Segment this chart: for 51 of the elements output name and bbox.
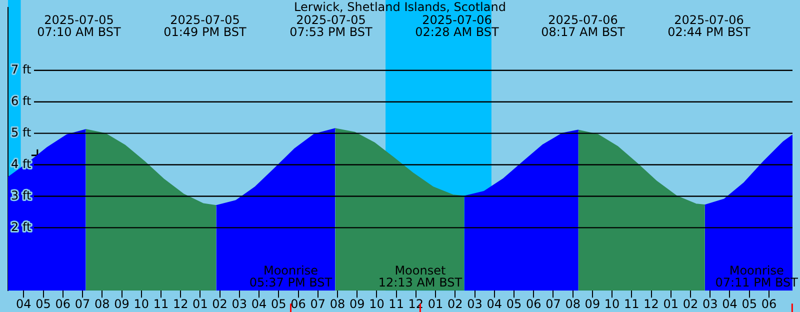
x-tick-label: 10 bbox=[604, 296, 620, 311]
x-tick-label: 01 bbox=[663, 296, 679, 311]
x-tick-label: 11 bbox=[153, 296, 169, 311]
annotation: 2025-07-06 02:44 PM BST bbox=[668, 13, 752, 39]
annotation: 2025-07-05 07:53 PM BST bbox=[290, 13, 374, 39]
y-tick-label: 5 ft bbox=[11, 125, 32, 140]
x-tick-label: 03 bbox=[702, 296, 718, 311]
ref-line-label: Moonrise 05:37 PM BST bbox=[249, 264, 333, 290]
x-tick-label: 06 bbox=[290, 296, 306, 311]
x-tick-label: 06 bbox=[761, 296, 777, 311]
annotation: 2025-07-06 02:28 AM BST bbox=[415, 13, 500, 39]
y-tick-label: 2 ft bbox=[11, 220, 32, 234]
y-tick-label: 7 ft bbox=[11, 62, 32, 77]
x-tick-label: 09 bbox=[584, 296, 600, 311]
x-tick-label: 05 bbox=[36, 296, 51, 311]
x-tick-label: 08 bbox=[330, 296, 346, 311]
x-tick-label: 07 bbox=[310, 296, 326, 311]
x-tick-label: 12 bbox=[644, 296, 659, 311]
x-tick-label: 11 bbox=[388, 296, 404, 311]
x-tick-label: 10 bbox=[134, 296, 150, 311]
x-tick-label: 01 bbox=[192, 296, 208, 311]
x-tick-label: 06 bbox=[55, 296, 71, 311]
y-tick-label: 6 ft bbox=[11, 94, 32, 108]
x-tick-label: 04 bbox=[16, 296, 32, 311]
y-tick-label: 3 ft bbox=[11, 188, 32, 202]
x-tick-label: 04 bbox=[251, 296, 267, 311]
x-tick-label: 09 bbox=[114, 296, 130, 311]
x-tick-label: 06 bbox=[526, 296, 542, 311]
annotation: 2025-07-06 08:17 AM BST bbox=[541, 13, 626, 39]
x-tick-label: 07 bbox=[546, 296, 561, 311]
x-tick-label: 03 bbox=[467, 296, 482, 311]
annotation: 2025-07-05 01:49 PM BST bbox=[164, 13, 248, 39]
ref-line-label: Moonset 12:13 AM BST bbox=[378, 264, 463, 290]
annotation: 2025-07-05 07:10 AM BST bbox=[37, 13, 122, 39]
x-tick-label: 05 bbox=[506, 296, 522, 311]
x-tick-label: 08 bbox=[565, 296, 580, 311]
x-tick-label: 01 bbox=[428, 296, 444, 311]
x-tick-label: 02 bbox=[448, 296, 463, 311]
x-tick-label: 09 bbox=[349, 296, 365, 311]
x-tick-label: 11 bbox=[624, 296, 640, 311]
x-tick-label: 10 bbox=[369, 296, 384, 311]
x-tick-label: 02 bbox=[212, 296, 228, 311]
x-tick-label: 08 bbox=[94, 296, 110, 311]
x-tick-label: 07 bbox=[74, 296, 90, 311]
x-tick-label: 04 bbox=[722, 296, 738, 311]
x-tick-label: 12 bbox=[172, 296, 188, 311]
x-tick-label: 05 bbox=[742, 296, 757, 311]
x-tick-label: 02 bbox=[682, 296, 698, 311]
x-tick-label: 03 bbox=[232, 296, 248, 311]
x-tick-label: 04 bbox=[486, 296, 502, 311]
x-tick-label: 05 bbox=[271, 296, 286, 311]
